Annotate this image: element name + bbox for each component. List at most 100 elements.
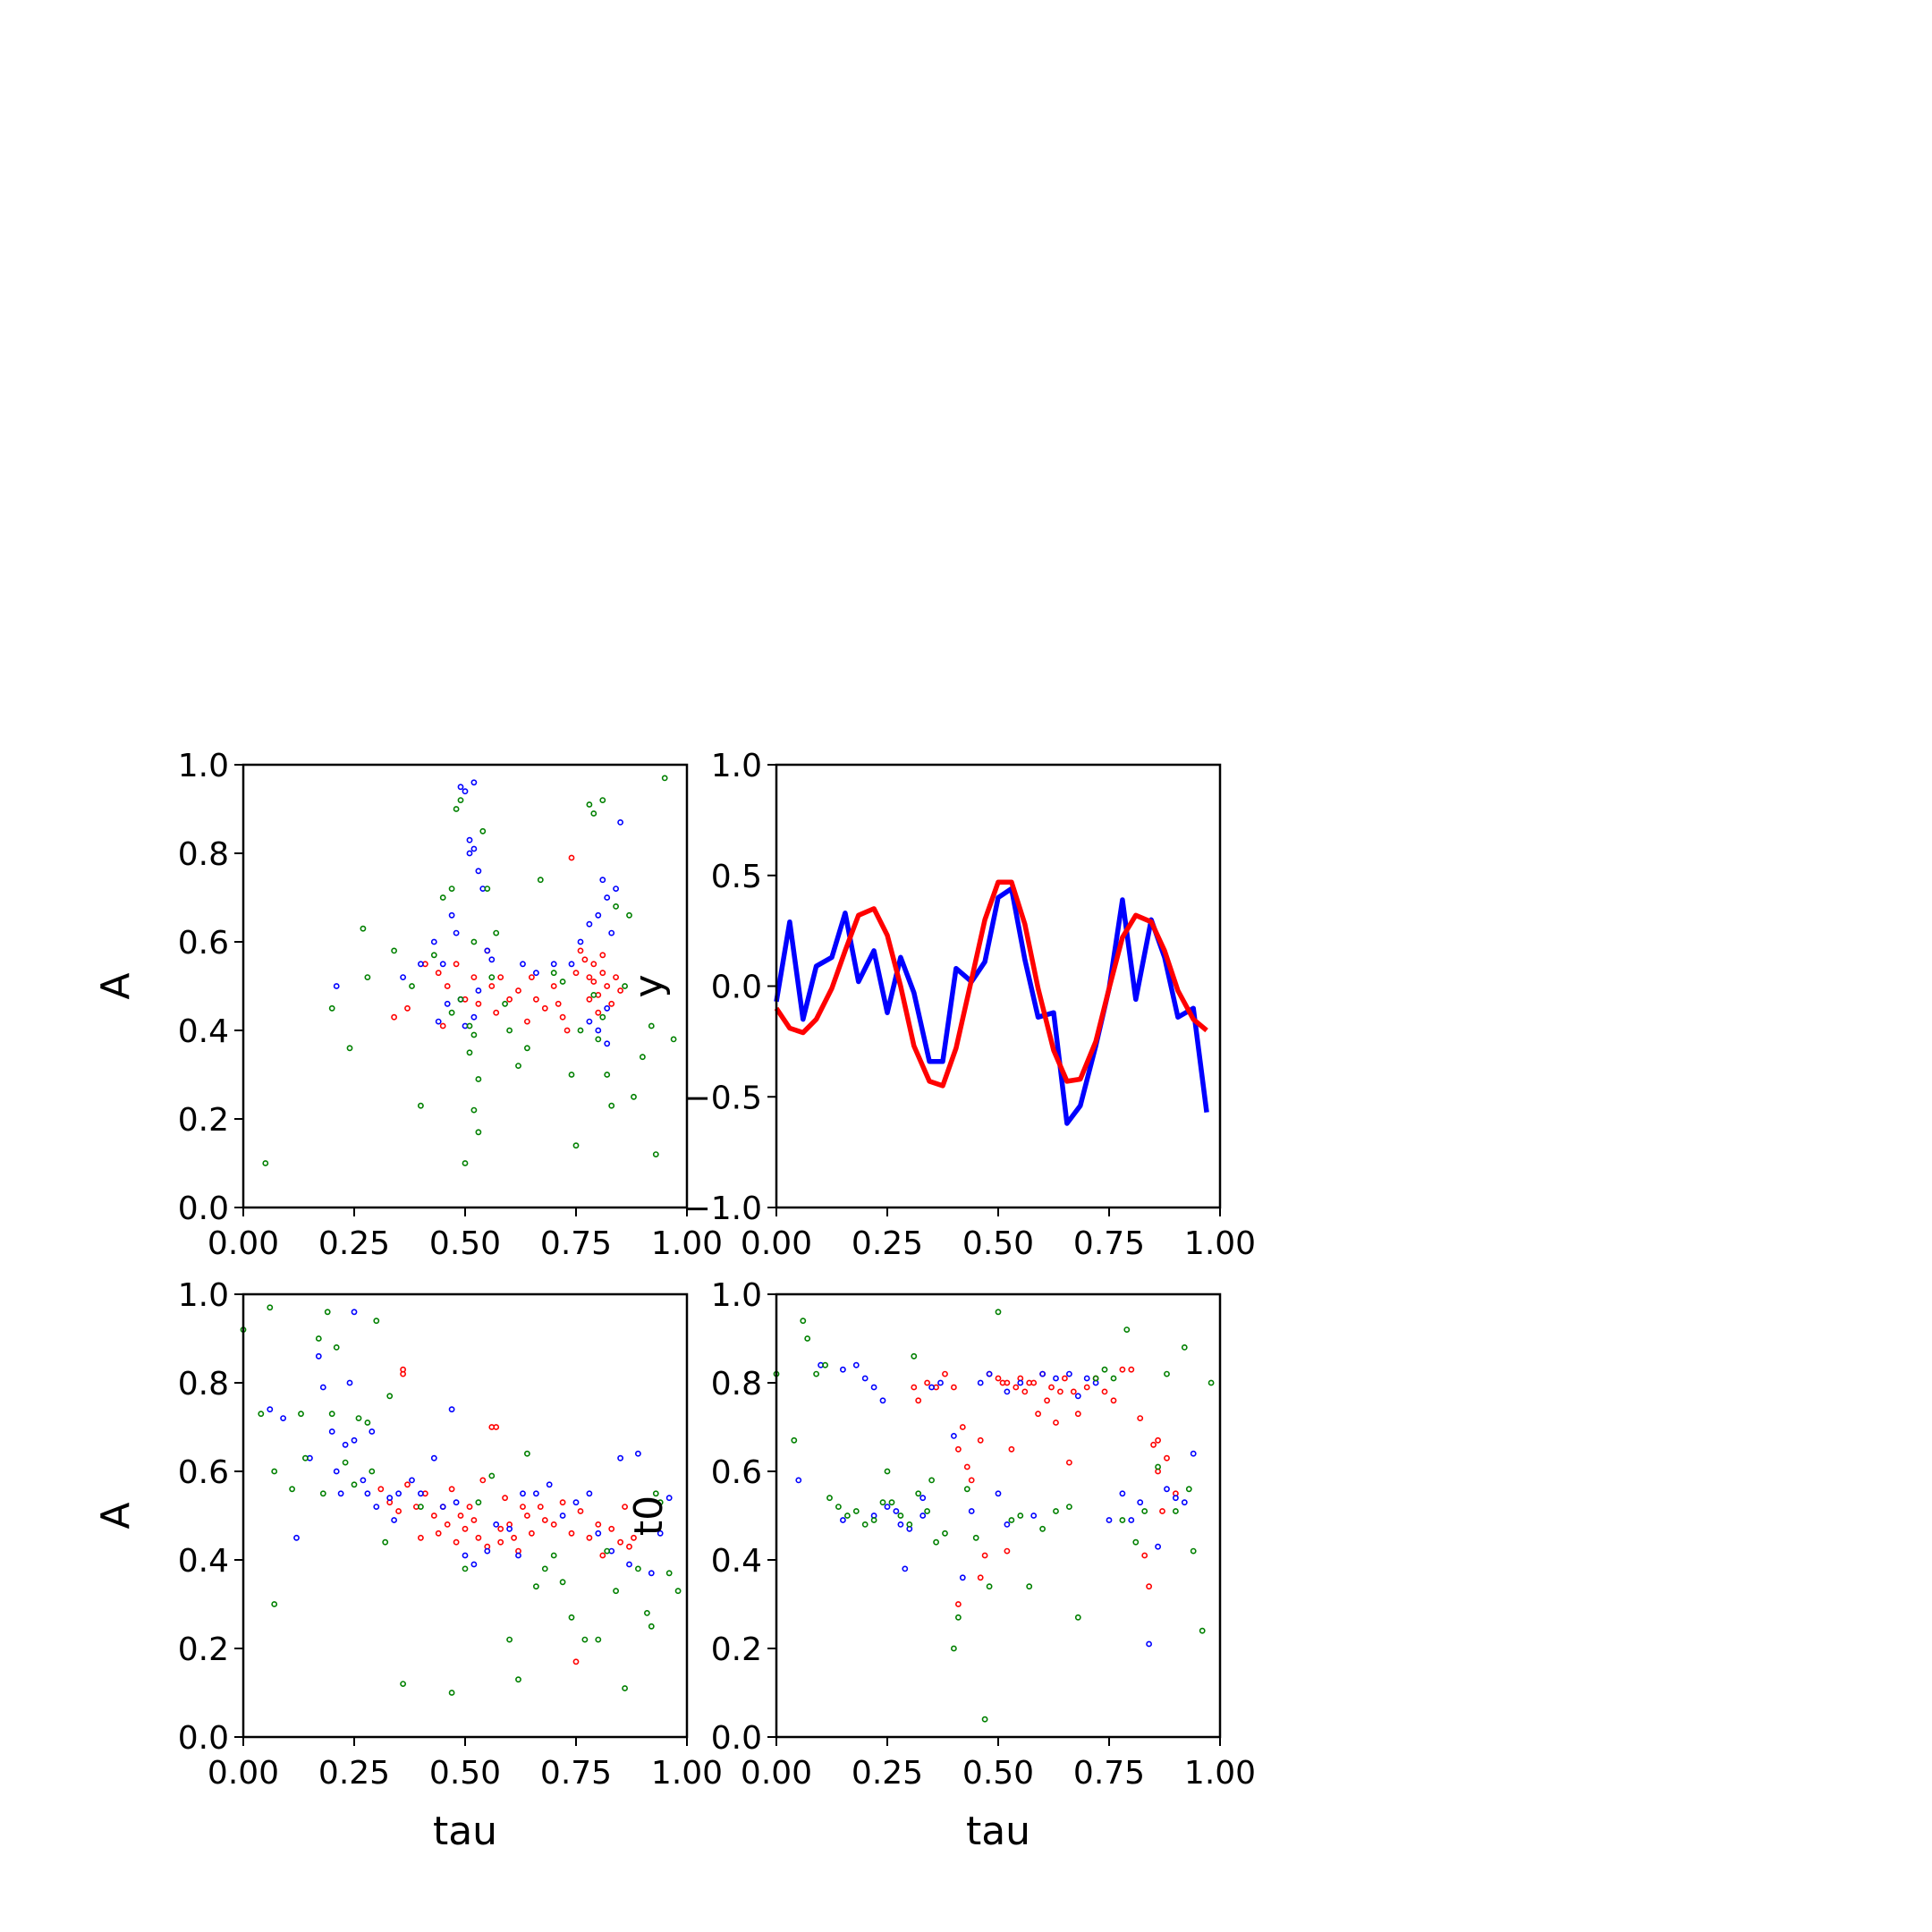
scatter-point-s2-36 bbox=[1092, 1375, 1099, 1382]
x-tick-label: 1.00 bbox=[1184, 1225, 1256, 1262]
scatter-point-s1-30 bbox=[533, 1490, 539, 1497]
scatter-point-s2-22 bbox=[951, 1645, 957, 1652]
scatter-point-s2-16 bbox=[466, 1049, 473, 1056]
scatter-point-s0-21 bbox=[493, 1424, 500, 1430]
scatter-point-s2-45 bbox=[640, 1054, 646, 1061]
scatter-point-s0-11 bbox=[448, 1486, 455, 1493]
scatter-point-s0-31 bbox=[541, 1517, 548, 1523]
scatter-point-s0-22 bbox=[497, 1525, 504, 1532]
scatter-point-s0-46 bbox=[435, 1530, 442, 1537]
scatter-point-s2-27 bbox=[515, 1063, 521, 1069]
scatter-point-s2-44 bbox=[1164, 1370, 1170, 1377]
scatter-point-s1-6 bbox=[879, 1397, 886, 1404]
scatter-point-s2-40 bbox=[635, 1565, 641, 1572]
scatter-point-s1-7 bbox=[884, 1504, 891, 1510]
scatter-point-s0-14 bbox=[462, 1525, 469, 1532]
scatter-point-s0-17 bbox=[1013, 1384, 1020, 1391]
scatter-point-s0-28 bbox=[1062, 1375, 1068, 1382]
scatter-point-s2-41 bbox=[1132, 1538, 1140, 1546]
scatter-point-s0-9 bbox=[488, 983, 496, 989]
scatter-point-s0-32 bbox=[550, 1521, 557, 1528]
scatter-point-s2-22 bbox=[417, 1504, 424, 1510]
chart-line-tr: 0.00 0.25 0.50 0.75 1.00−1.0−0.50.00.51.0y bbox=[626, 748, 1256, 1262]
y-tick-label: 1.0 bbox=[711, 1277, 762, 1314]
scatter-point-s1-36 bbox=[595, 1027, 602, 1034]
scatter-point-s2-23 bbox=[488, 974, 496, 980]
scatter-point-s1-27 bbox=[1074, 1393, 1081, 1400]
scatter-point-s1-14 bbox=[937, 1379, 944, 1386]
scatter-point-s0-16 bbox=[470, 1517, 478, 1523]
scatter-point-s2-23 bbox=[448, 1690, 455, 1696]
scatter-point-s1-8 bbox=[893, 1508, 900, 1514]
scatter-point-s1-32 bbox=[559, 1513, 566, 1519]
scatter-point-s2-26 bbox=[981, 1716, 988, 1723]
scatter-point-s1-6 bbox=[453, 929, 460, 936]
x-axis-label: tau bbox=[966, 1809, 1030, 1854]
scatter-point-s1-13 bbox=[928, 1384, 935, 1391]
scatter-point-s0-43 bbox=[1159, 1508, 1165, 1514]
scatter-point-s0-1 bbox=[404, 1004, 411, 1012]
scatter-point-s0-41 bbox=[1150, 1441, 1157, 1448]
y-tick-label: 0.8 bbox=[178, 1366, 229, 1402]
scatter-point-s1-1 bbox=[400, 974, 406, 980]
scatter-point-s0-10 bbox=[977, 1436, 984, 1444]
scatter-point-s1-3 bbox=[430, 938, 437, 945]
scatter-point-s1-18 bbox=[395, 1490, 402, 1497]
scatter-point-s2-41 bbox=[644, 1610, 650, 1616]
scatter-point-s0-35 bbox=[1110, 1397, 1117, 1404]
scatter-point-s2-33 bbox=[559, 1579, 566, 1586]
scatter-point-s2-11 bbox=[453, 806, 460, 812]
scatter-point-s1-38 bbox=[626, 1561, 632, 1568]
scatter-point-s2-8 bbox=[852, 1508, 860, 1514]
x-tick-label: 0.25 bbox=[318, 1225, 390, 1262]
scatter-point-s2-46 bbox=[648, 1022, 655, 1030]
x-tick-label: 0.50 bbox=[962, 1225, 1034, 1262]
scatter-point-s1-34 bbox=[617, 819, 623, 826]
scatter-point-s0-49 bbox=[1155, 1436, 1161, 1444]
scatter-point-s2-41 bbox=[613, 903, 619, 910]
scatter-point-s0-19 bbox=[568, 854, 575, 861]
scatter-point-s0-8 bbox=[963, 1463, 970, 1470]
y-tick-label: 0.4 bbox=[178, 1013, 229, 1050]
scatter-point-s0-42 bbox=[622, 1504, 628, 1510]
scatter-point-s0-25 bbox=[590, 961, 597, 968]
scatter-point-s2-24 bbox=[963, 1486, 970, 1493]
scatter-point-s2-37 bbox=[595, 1036, 602, 1043]
scatter-point-s1-19 bbox=[986, 1370, 993, 1377]
scatter-point-s0-38 bbox=[617, 987, 623, 994]
scatter-point-s0-15 bbox=[541, 1004, 548, 1012]
plot-frame bbox=[242, 763, 689, 1209]
scatter-point-s1-38 bbox=[1181, 1499, 1188, 1506]
scatter-point-s1-26 bbox=[568, 961, 575, 968]
scatter-point-s0-0 bbox=[911, 1384, 918, 1391]
plot-frame bbox=[242, 1292, 689, 1739]
scatter-point-s2-15 bbox=[466, 1022, 473, 1030]
scatter-point-s0-33 bbox=[475, 1000, 482, 1007]
scatter-point-s2-42 bbox=[1141, 1508, 1148, 1514]
scatter-point-s0-23 bbox=[586, 974, 593, 980]
scatter-point-s2-30 bbox=[550, 970, 557, 977]
x-tick-label: 0.00 bbox=[208, 1755, 279, 1792]
scatter-point-s0-39 bbox=[599, 1552, 606, 1559]
scatter-point-s1-7 bbox=[333, 1468, 340, 1475]
scatter-point-s2-25 bbox=[475, 1499, 482, 1506]
y-tick-label: 0.0 bbox=[711, 1720, 762, 1757]
y-tick-label: 0.6 bbox=[178, 1454, 229, 1491]
scatter-point-s0-7 bbox=[959, 1424, 966, 1430]
scatter-point-s2-13 bbox=[888, 1499, 895, 1506]
scatter-point-s2-50 bbox=[1185, 1486, 1192, 1493]
scatter-point-s1-19 bbox=[470, 1013, 478, 1021]
scatter-point-s2-10 bbox=[324, 1309, 331, 1316]
scatter-point-s2-38 bbox=[599, 797, 606, 803]
scatter-point-s2-36 bbox=[595, 1636, 602, 1643]
scatter-point-s0-37 bbox=[586, 1534, 593, 1541]
y-tick-label: −1.0 bbox=[684, 1191, 762, 1227]
scatter-point-s2-28 bbox=[515, 1676, 521, 1683]
scatter-point-s1-22 bbox=[435, 1018, 442, 1025]
scatter-point-s1-24 bbox=[533, 970, 539, 977]
scatter-point-s2-32 bbox=[1039, 1525, 1046, 1532]
chart-scatter-bl: 0.00 0.25 0.50 0.75 1.00 0.0 0.2 0.4 0.6 0.8 1.0 ta… bbox=[93, 1277, 723, 1854]
scatter-point-s2-43 bbox=[652, 1490, 659, 1497]
scatter-point-s2-31 bbox=[559, 979, 566, 985]
plot-frame bbox=[775, 1292, 1222, 1739]
